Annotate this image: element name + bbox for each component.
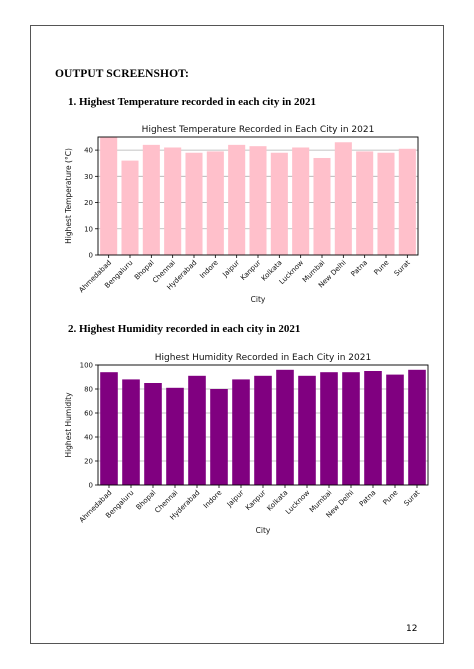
- bar-indore: [206, 151, 224, 255]
- y-tick-label: 0: [89, 252, 93, 260]
- bar-bengaluru: [122, 379, 140, 485]
- x-tick-label: Patna: [350, 259, 370, 279]
- y-axis-label: Highest Humidity: [64, 392, 73, 458]
- y-tick-label: 20: [84, 458, 93, 466]
- x-tick-label: Surat: [402, 489, 421, 508]
- page-border: [30, 25, 444, 644]
- plot-frame: [97, 364, 429, 486]
- bar-bhopal: [144, 383, 162, 485]
- y-tick-label: 30: [84, 173, 93, 181]
- x-tick-label: Kanpur: [239, 259, 262, 282]
- y-tick-label: 40: [84, 147, 93, 155]
- bar-mumbai: [320, 372, 338, 485]
- y-tick-label: 0: [89, 482, 93, 490]
- section-title-humidity: 2. Highest Humidity recorded in each cit…: [68, 323, 301, 335]
- x-tick-label: Lucknow: [284, 489, 311, 516]
- bar-new-delhi: [334, 142, 352, 255]
- y-tick-label: 80: [84, 386, 93, 394]
- x-tick-label: Pune: [382, 489, 400, 507]
- bar-bengaluru: [121, 160, 139, 255]
- x-tick-label: Patna: [358, 489, 378, 509]
- bar-chennai: [164, 147, 182, 255]
- bar-patna: [356, 151, 374, 255]
- x-tick-label: Surat: [393, 259, 412, 278]
- page-number: 12: [406, 624, 418, 634]
- bar-surat: [408, 369, 426, 485]
- bar-indore: [210, 389, 228, 485]
- chart-title: Highest Humidity Recorded in Each City i…: [155, 353, 371, 363]
- x-axis-label: City: [251, 295, 266, 304]
- y-tick-label: 40: [84, 434, 93, 442]
- y-axis-label: Highest Temperature (°C): [64, 148, 73, 244]
- bar-ahmedabad: [100, 372, 118, 485]
- bar-pune: [386, 374, 404, 485]
- bar-patna: [364, 371, 382, 485]
- x-axis-label: City: [256, 526, 271, 535]
- y-tick-label: 60: [84, 410, 93, 418]
- bar-bhopal: [142, 144, 160, 255]
- bar-kolkata: [276, 369, 294, 485]
- y-tick-label: 100: [80, 362, 93, 370]
- x-tick-label: Indore: [198, 259, 219, 280]
- bar-ahmedabad: [100, 137, 118, 255]
- bar-kanpur: [254, 375, 272, 485]
- bar-lucknow: [292, 147, 310, 255]
- bar-surat: [398, 148, 416, 255]
- bar-hyderabad: [185, 152, 203, 255]
- x-tick-label: Jaipur: [225, 489, 246, 510]
- x-tick-label: Pune: [373, 259, 391, 277]
- page-heading: OUTPUT SCREENSHOT:: [55, 68, 189, 80]
- bar-new-delhi: [342, 372, 360, 485]
- y-tick-label: 10: [84, 225, 93, 233]
- bar-jaipur: [228, 144, 246, 255]
- x-tick-label: Indore: [202, 489, 223, 510]
- bar-mumbai: [313, 157, 331, 255]
- y-tick-label: 20: [84, 199, 93, 207]
- x-tick-label: Kanpur: [244, 489, 267, 512]
- bar-kolkata: [270, 152, 288, 255]
- bar-kanpur: [249, 146, 267, 255]
- bar-pune: [377, 152, 395, 255]
- section-title-temperature: 1. Highest Temperature recorded in each …: [68, 96, 316, 108]
- temperature-bar-chart: Highest Temperature Recorded in Each Cit…: [64, 125, 419, 304]
- bar-hyderabad: [188, 375, 206, 485]
- bar-lucknow: [298, 375, 316, 485]
- bar-chennai: [166, 387, 184, 485]
- chart-title: Highest Temperature Recorded in Each Cit…: [142, 125, 375, 135]
- bar-jaipur: [232, 379, 250, 485]
- humidity-bar-chart: Highest Humidity Recorded in Each City i…: [64, 353, 429, 535]
- plot-frame: [97, 136, 419, 256]
